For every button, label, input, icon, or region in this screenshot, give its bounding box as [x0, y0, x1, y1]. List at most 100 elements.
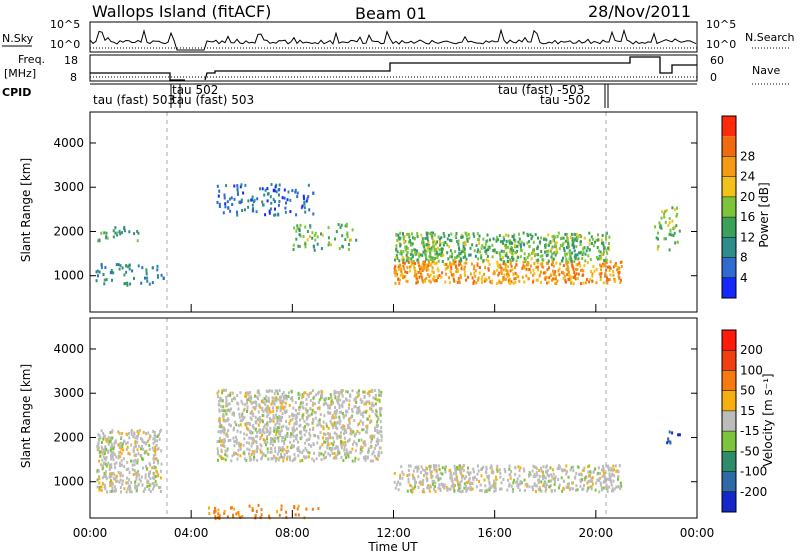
heatmap-cell [402, 232, 404, 236]
heatmap-cell [439, 243, 441, 247]
heatmap-cell [483, 478, 486, 482]
heatmap-cell [137, 483, 140, 487]
heatmap-cell [542, 258, 545, 262]
heatmap-cell [303, 206, 306, 210]
heatmap-cell [513, 277, 516, 281]
heatmap-cell [398, 282, 401, 285]
heatmap-cell [119, 264, 122, 268]
heatmap-cell [239, 419, 242, 423]
heatmap-cell [361, 411, 364, 415]
heatmap-cell [216, 184, 219, 188]
heatmap-cell [449, 476, 452, 480]
heatmap-cell [413, 274, 416, 278]
heatmap-cell [543, 484, 546, 488]
heatmap-cell [487, 477, 490, 481]
heatmap-cell [333, 440, 335, 444]
heatmap-cell [104, 266, 107, 270]
heatmap-cell [516, 484, 519, 488]
heatmap-cell [298, 229, 301, 233]
heatmap-cell [125, 468, 128, 472]
heatmap-cell [429, 465, 432, 469]
heatmap-cell [600, 264, 603, 268]
heatmap-cell [422, 478, 425, 482]
heatmap-cell [223, 509, 226, 513]
heatmap-cell [152, 460, 155, 464]
heatmap-cell [112, 229, 115, 233]
heatmap-cell [156, 268, 159, 272]
heatmap-cell [251, 438, 254, 441]
heatmap-cell [572, 282, 575, 286]
heatmap-cell [440, 236, 443, 240]
heatmap-cell [336, 445, 339, 449]
heatmap-cell [130, 429, 133, 432]
heatmap-cell [588, 238, 591, 242]
heatmap-cell [135, 489, 138, 493]
heatmap-cell [496, 469, 499, 473]
heatmap-cell [314, 238, 317, 242]
heatmap-cell [274, 450, 277, 453]
heatmap-cell [518, 237, 521, 241]
heatmap-cell [325, 422, 328, 426]
nsearch-label: N.Search [745, 31, 795, 44]
heatmap-cell [282, 459, 285, 463]
heatmap-cell [554, 277, 557, 281]
heatmap-cell [524, 260, 527, 264]
heatmap-cell [340, 223, 343, 227]
heatmap-cell [546, 470, 548, 474]
heatmap-cell [493, 271, 496, 275]
heatmap-cell [443, 262, 446, 266]
heatmap-cell [242, 443, 245, 447]
heatmap-cell [370, 459, 372, 463]
heatmap-cell [241, 402, 244, 406]
heatmap-cell [555, 245, 558, 248]
colorbar-tick-label: 16 [740, 210, 755, 224]
heatmap-cell [278, 183, 281, 187]
heatmap-cell [562, 276, 565, 280]
heatmap-cell [577, 277, 580, 281]
heatmap-cell [101, 476, 104, 480]
heatmap-cell [500, 270, 503, 273]
heatmap-cell [109, 445, 112, 449]
heatmap-cell [565, 472, 568, 476]
heatmap-cell [128, 484, 131, 488]
heatmap-cell [487, 248, 490, 252]
heatmap-cell [346, 231, 349, 235]
heatmap-cell [554, 251, 557, 255]
heatmap-cell [330, 243, 332, 247]
heatmap-cell [592, 470, 595, 474]
heatmap-cell [431, 269, 434, 273]
heatmap-cell [482, 259, 485, 263]
heatmap-cell [513, 243, 516, 247]
heatmap-cell [605, 258, 608, 262]
heatmap-cell [292, 426, 295, 430]
heatmap-cell [125, 270, 128, 274]
heatmap-cell [538, 480, 540, 483]
heatmap-cell [142, 466, 145, 470]
heatmap-cell [325, 397, 328, 401]
heatmap-cell [437, 486, 440, 490]
heatmap-cell [223, 388, 225, 392]
heatmap-cell [145, 269, 148, 273]
heatmap-cell [374, 444, 377, 447]
heatmap-cell [441, 250, 443, 254]
heatmap-cell [414, 271, 417, 275]
heatmap-cell [355, 401, 358, 404]
heatmap-cell [336, 436, 339, 440]
heatmap-cell [306, 230, 309, 233]
heatmap-cell [605, 237, 608, 241]
heatmap-cell [231, 412, 234, 416]
heatmap-cell [220, 443, 223, 447]
heatmap-cell [303, 425, 306, 429]
heatmap-cell [419, 267, 421, 271]
heatmap-cell [265, 430, 268, 434]
heatmap-cell [454, 483, 456, 487]
heatmap-cell [362, 441, 365, 445]
heatmap-cell [487, 245, 490, 249]
heatmap-cell [339, 419, 342, 423]
heatmap-cell [600, 238, 603, 242]
heatmap-cell [506, 260, 509, 264]
heatmap-cell [110, 480, 113, 484]
heatmap-cell [673, 231, 676, 235]
heatmap-cell [406, 474, 409, 477]
